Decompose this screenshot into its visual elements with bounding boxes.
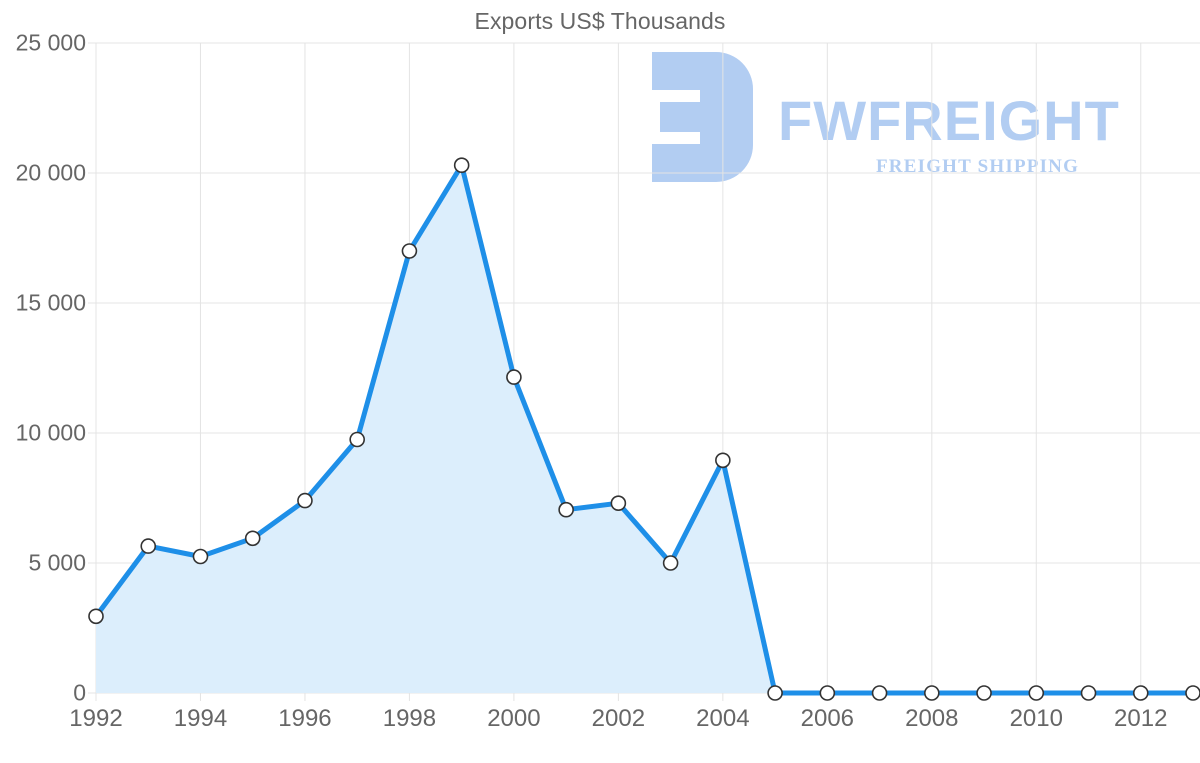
x-tick-label: 2006	[800, 705, 855, 732]
data-point-marker[interactable]	[401, 243, 418, 259]
y-tick-label: 25 000	[15, 29, 86, 56]
y-tick-label: 5 000	[28, 549, 86, 576]
data-point-marker[interactable]	[767, 685, 783, 701]
data-point-marker[interactable]	[924, 685, 940, 701]
y-tick-label: 10 000	[15, 419, 86, 446]
data-point-marker[interactable]	[192, 548, 209, 565]
x-tick-label: 2012	[1114, 705, 1168, 732]
data-markers	[88, 157, 1200, 701]
chart-title: Exports US$ Thousands	[474, 8, 726, 34]
data-point-marker[interactable]	[1028, 685, 1045, 701]
data-point-marker[interactable]	[297, 492, 313, 509]
data-point-marker[interactable]	[140, 538, 157, 554]
data-line	[93, 162, 1196, 696]
data-point-marker[interactable]	[453, 157, 470, 173]
x-tick-label: 2000	[487, 705, 541, 732]
x-tick-label: 1996	[278, 705, 332, 732]
data-point-marker[interactable]	[349, 431, 365, 448]
y-tick-label: 20 000	[15, 159, 86, 186]
data-line-path	[93, 162, 1196, 696]
x-tick-label: 1992	[69, 705, 123, 732]
data-point-marker[interactable]	[976, 685, 992, 701]
x-tick-label: 2010	[1009, 705, 1063, 732]
data-point-marker[interactable]	[715, 452, 731, 469]
data-point-marker[interactable]	[1185, 685, 1200, 701]
y-axis: 0 5 000 10 000 15 000 20 000 25 000	[0, 0, 86, 763]
data-point-marker[interactable]	[558, 501, 574, 518]
data-point-marker[interactable]	[244, 530, 261, 547]
x-tick-label: 1998	[382, 705, 437, 732]
x-tick-label: 1994	[173, 705, 228, 732]
area-fill-path	[96, 165, 1193, 693]
data-point-marker[interactable]	[871, 685, 888, 701]
data-point-marker[interactable]	[1080, 685, 1097, 701]
data-point-marker[interactable]	[610, 495, 627, 512]
area-fill	[96, 165, 1193, 693]
data-point-marker[interactable]	[819, 685, 836, 701]
x-tick-label: 2004	[696, 705, 750, 732]
data-point-marker[interactable]	[88, 608, 104, 625]
y-tick-label: 0	[73, 679, 86, 706]
y-tick-label: 15 000	[15, 289, 86, 316]
data-point-marker[interactable]	[662, 555, 679, 571]
x-tick-label: 2008	[905, 705, 959, 732]
data-point-marker[interactable]	[1132, 685, 1149, 701]
data-point-marker[interactable]	[506, 369, 522, 385]
x-tick-label: 2002	[591, 705, 646, 732]
